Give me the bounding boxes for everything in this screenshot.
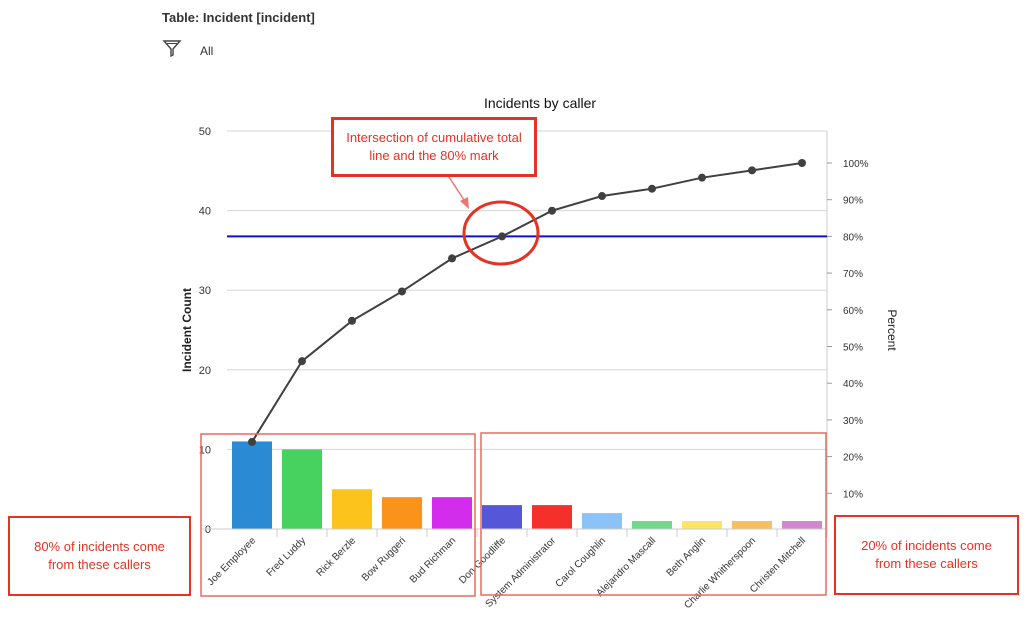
cumulative-point[interactable] <box>798 159 806 167</box>
bar[interactable] <box>782 521 822 529</box>
bar[interactable] <box>632 521 672 529</box>
left-group-callout: 80% of incidents come from these callers <box>8 516 191 596</box>
y-tick-label: 10 <box>199 444 211 456</box>
intersection-callout: Intersection of cumulative total line an… <box>331 117 537 177</box>
y-tick-label: 30 <box>199 285 211 297</box>
x-tick-label: Fred Luddy <box>265 535 309 579</box>
chart-title: Incidents by caller <box>484 95 596 111</box>
x-tick-label: Don Goodliffe <box>457 535 508 586</box>
cumulative-line <box>251 162 803 443</box>
x-tick-label: Carol Coughlin <box>554 535 609 590</box>
bar[interactable] <box>482 505 522 529</box>
right-group-box <box>480 432 827 596</box>
y2-tick-label: 60% <box>843 306 863 317</box>
y-axis-label: Incident Count <box>180 288 194 372</box>
bar[interactable] <box>432 497 472 529</box>
y2-tick-label: 100% <box>843 159 869 170</box>
cumulative-point[interactable] <box>398 287 406 296</box>
y2-tick-label: 70% <box>843 269 863 280</box>
cumulative-point[interactable] <box>248 437 256 446</box>
annotation-arrow <box>446 173 467 204</box>
left-group-box <box>200 433 476 597</box>
cumulative-point[interactable] <box>648 184 656 193</box>
cumulative-point[interactable] <box>698 173 706 182</box>
cumulative-point[interactable] <box>448 254 456 263</box>
annotation-arrowhead <box>460 197 469 209</box>
x-tick-label: Bow Ruggeri <box>360 535 408 583</box>
filter-label: All <box>200 43 214 58</box>
filter-row[interactable]: All <box>162 38 213 63</box>
y-tick-label: 20 <box>199 365 211 377</box>
y-tick-label: 0 <box>205 524 211 536</box>
y-tick-label: 50 <box>199 126 211 138</box>
x-tick-label: Rick Berzle <box>315 535 359 579</box>
y2-tick-label: 50% <box>843 343 863 354</box>
y2-axis-label: Percent <box>885 309 899 351</box>
bar[interactable] <box>732 521 772 529</box>
y-tick-label: 40 <box>199 206 211 218</box>
y2-tick-label: 90% <box>843 196 863 207</box>
x-tick-label: Christen Mitchell <box>748 535 808 595</box>
bar[interactable] <box>532 505 572 529</box>
y2-tick-label: 20% <box>843 453 863 464</box>
funnel-icon[interactable] <box>162 38 182 63</box>
bar[interactable] <box>382 497 422 529</box>
table-title: Table: Incident [incident] <box>162 10 315 25</box>
bar[interactable] <box>232 441 272 529</box>
x-tick-label: Beth Anglin <box>665 535 709 579</box>
cumulative-point[interactable] <box>298 357 306 366</box>
cumulative-point[interactable] <box>498 232 506 241</box>
bar[interactable] <box>282 449 322 529</box>
bar[interactable] <box>682 521 722 529</box>
cumulative-point[interactable] <box>598 192 606 201</box>
bar[interactable] <box>582 513 622 529</box>
y2-tick-label: 40% <box>843 379 863 390</box>
intersection-circle <box>462 200 540 266</box>
cumulative-point[interactable] <box>748 166 756 175</box>
x-tick-label: Bud Richman <box>408 535 458 585</box>
x-tick-label: Joe Employee <box>206 535 259 588</box>
y2-tick-label: 30% <box>843 416 863 427</box>
bar[interactable] <box>332 489 372 529</box>
cumulative-point[interactable] <box>548 206 556 215</box>
y2-tick-label: 10% <box>843 489 863 500</box>
right-group-callout: 20% of incidents come from these callers <box>834 515 1019 595</box>
cumulative-point[interactable] <box>348 316 356 325</box>
y2-tick-label: 80% <box>843 232 863 243</box>
